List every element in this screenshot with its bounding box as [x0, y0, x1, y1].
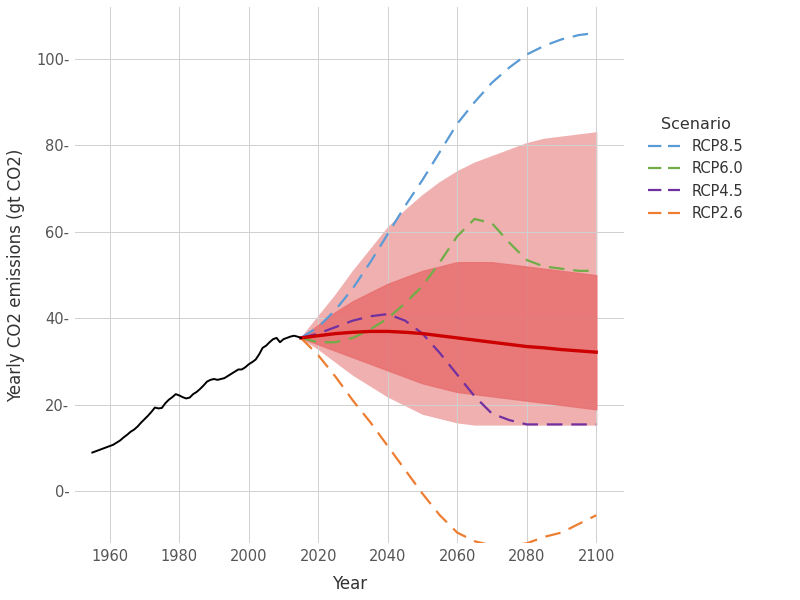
- Legend: RCP8.5, RCP6.0, RCP4.5, RCP2.6: RCP8.5, RCP6.0, RCP4.5, RCP2.6: [642, 111, 750, 227]
- X-axis label: Year: Year: [332, 575, 367, 593]
- Y-axis label: Yearly CO2 emissions (gt CO2): Yearly CO2 emissions (gt CO2): [7, 148, 25, 402]
